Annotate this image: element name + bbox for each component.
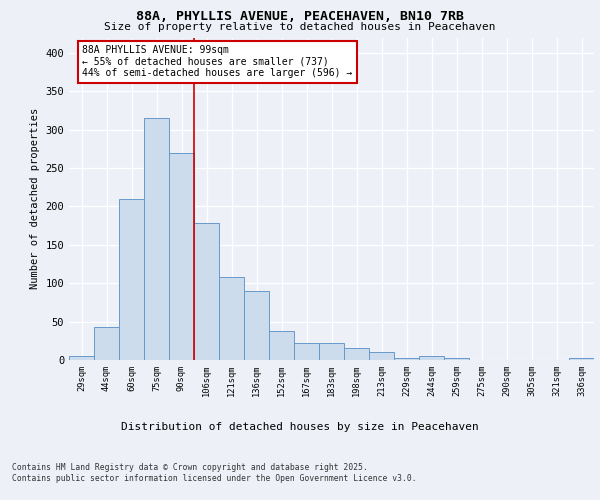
Text: Size of property relative to detached houses in Peacehaven: Size of property relative to detached ho… xyxy=(104,22,496,32)
Text: Contains public sector information licensed under the Open Government Licence v3: Contains public sector information licen… xyxy=(12,474,416,483)
Text: 88A PHYLLIS AVENUE: 99sqm
← 55% of detached houses are smaller (737)
44% of semi: 88A PHYLLIS AVENUE: 99sqm ← 55% of detac… xyxy=(82,45,352,78)
Bar xyxy=(219,277,244,360)
Bar xyxy=(569,358,594,360)
Bar xyxy=(344,348,369,360)
Bar xyxy=(144,118,169,360)
Bar xyxy=(319,343,344,360)
Text: Distribution of detached houses by size in Peacehaven: Distribution of detached houses by size … xyxy=(121,422,479,432)
Bar xyxy=(294,343,319,360)
Bar xyxy=(444,358,469,360)
Bar xyxy=(394,358,419,360)
Text: 88A, PHYLLIS AVENUE, PEACEHAVEN, BN10 7RB: 88A, PHYLLIS AVENUE, PEACEHAVEN, BN10 7R… xyxy=(136,10,464,23)
Bar xyxy=(369,352,394,360)
Bar xyxy=(119,198,144,360)
Bar xyxy=(169,152,194,360)
Bar xyxy=(419,356,444,360)
Bar xyxy=(94,327,119,360)
Text: Contains HM Land Registry data © Crown copyright and database right 2025.: Contains HM Land Registry data © Crown c… xyxy=(12,462,368,471)
Bar xyxy=(269,331,294,360)
Bar xyxy=(244,291,269,360)
Bar xyxy=(194,224,219,360)
Bar xyxy=(69,356,94,360)
Y-axis label: Number of detached properties: Number of detached properties xyxy=(30,108,40,290)
